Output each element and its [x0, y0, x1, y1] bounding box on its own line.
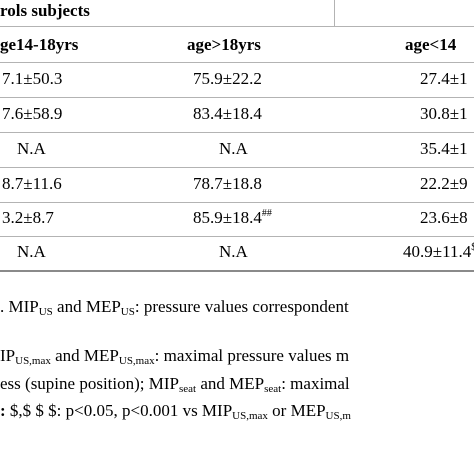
cell-age-over-18: 83.4±18.4 — [193, 104, 262, 123]
footnote-line: . MIPUS and MEPUS: pressure values corre… — [0, 296, 349, 318]
cell-age-over-18: 85.9±18.4## — [193, 208, 272, 227]
footnote-text: $,$ $ $: p<0.05, p<0.001 vs MIP — [5, 401, 233, 420]
cell-age-14-18: N.A — [17, 139, 46, 158]
row-rule — [0, 236, 474, 237]
footnote-text: : pressure values correspondent — [134, 297, 349, 316]
row-rule — [0, 97, 474, 98]
group-header: rols subjects — [0, 1, 90, 20]
cell-age-under-14: 22.2±9 — [420, 174, 468, 193]
superscript-mark: $ — [471, 242, 474, 253]
cell-age-14-18: N.A — [17, 242, 46, 261]
column-header-age-14-18: ge14-18yrs — [0, 35, 79, 54]
column-header-age-under-14: age<14 — [405, 35, 457, 54]
cell-age-over-18: 75.9±22.2 — [193, 69, 262, 88]
cell-age-under-14: 23.6±8 — [420, 208, 468, 227]
superscript-mark: ## — [261, 208, 272, 219]
table-bottom-rule — [0, 270, 474, 272]
footnote-text: and MEP — [50, 346, 119, 365]
footnote-text: IP — [0, 346, 16, 365]
row-rule — [0, 167, 474, 168]
cell-age-under-14: 40.9±11.4$ — [403, 237, 474, 267]
footnote-subscript: US,m — [325, 410, 351, 422]
footnote-text: or MEP — [267, 401, 326, 420]
cell-age-14-18: 8.7±11.6 — [2, 174, 62, 193]
cell-age-14-18: 7.1±50.3 — [2, 69, 63, 88]
cell-age-under-14: 27.4±1 — [420, 69, 468, 88]
group-divider — [334, 0, 335, 26]
row-rule — [0, 132, 474, 133]
cell-age-over-18: N.A — [219, 242, 248, 261]
cell-age-over-18: 78.7±18.8 — [193, 174, 262, 193]
footnote-subscript: US — [120, 306, 135, 318]
cell-age-14-18: 7.6±58.9 — [2, 104, 63, 123]
cell-age-over-18: N.A — [219, 139, 248, 158]
footnote-subscript: US,max — [118, 355, 155, 367]
footnote-text: and MEP — [52, 297, 121, 316]
cell-age-under-14: 30.8±1 — [420, 104, 468, 123]
footnote-line: ess (supine position); MIPseat and MEPse… — [0, 373, 350, 395]
row-rule — [0, 202, 474, 203]
footnote-text: : maximal pressure values m — [154, 346, 350, 365]
footnote-text: . MIP — [0, 297, 39, 316]
subheader-rule — [0, 62, 474, 63]
cell-age-14-18: 3.2±8.7 — [2, 208, 54, 227]
footnote-text: : — [0, 401, 6, 420]
footnote-line: : $,$ $ $: p<0.05, p<0.001 vs MIPUS,max … — [0, 400, 351, 422]
footnote-subscript: US,max — [15, 355, 51, 367]
footnote-subscript: seat — [178, 383, 197, 395]
footnote-subscript: seat — [264, 383, 282, 395]
footnote-text: ess (supine position); MIP — [0, 374, 179, 393]
footnote-subscript: US,max — [232, 410, 268, 422]
cell-age-under-14: 35.4±1 — [420, 139, 468, 158]
header-rule — [0, 26, 474, 27]
footnote-text: : maximal — [281, 374, 350, 393]
column-header-age-over-18: age>18yrs — [187, 35, 261, 54]
footnote-subscript: US — [38, 306, 53, 318]
footnote-text: and MEP — [196, 374, 265, 393]
footnote-line: IPUS,max and MEPUS,max: maximal pressure… — [0, 345, 349, 367]
